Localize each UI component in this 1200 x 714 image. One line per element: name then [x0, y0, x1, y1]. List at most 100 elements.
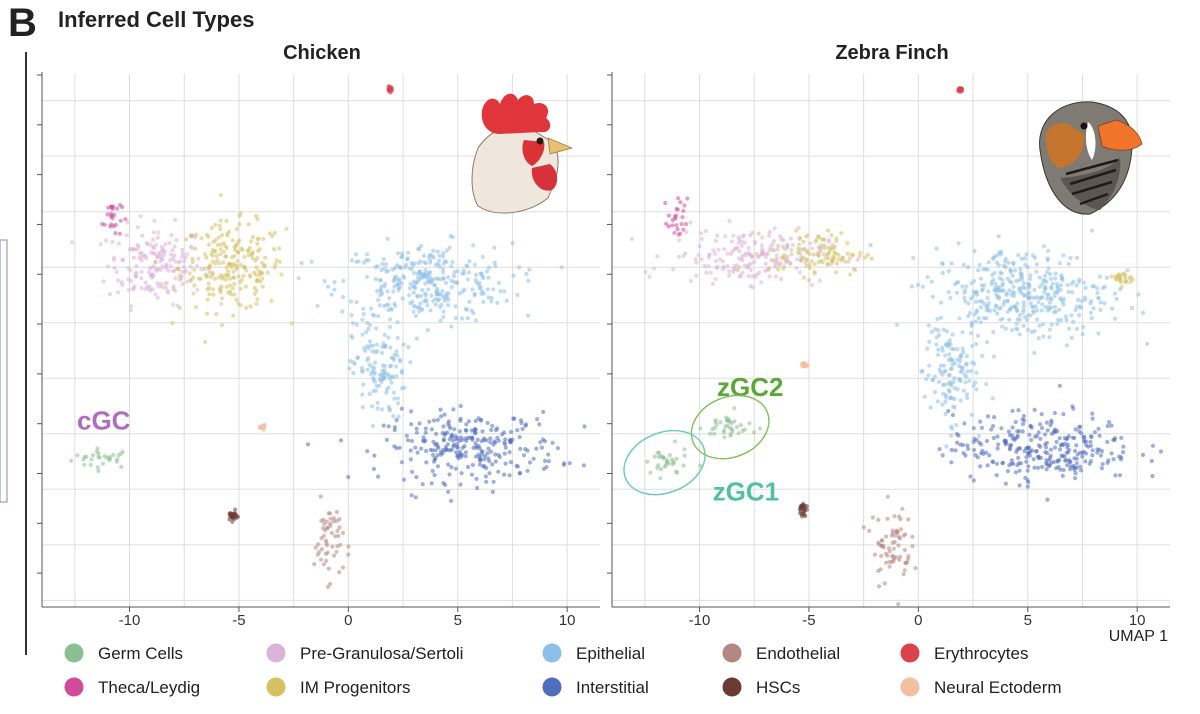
cell-point	[759, 243, 764, 248]
cell-point	[246, 248, 251, 254]
cell-point	[289, 321, 294, 326]
cell-point	[488, 440, 493, 445]
cell-point	[389, 380, 394, 385]
cell-point	[433, 302, 439, 307]
x-axis-label: UMAP 1	[1109, 628, 1168, 645]
cell-point	[363, 348, 368, 353]
legend-swatch	[722, 677, 742, 697]
cell-point	[422, 439, 427, 444]
cell-point	[809, 282, 815, 287]
cell-point	[973, 299, 979, 304]
cell-point	[495, 300, 500, 305]
cell-point	[227, 283, 233, 288]
cell-point	[526, 278, 531, 283]
cell-point	[794, 228, 799, 233]
cell-point	[902, 547, 907, 553]
cell-point	[360, 368, 365, 374]
cell-point	[219, 296, 225, 301]
cell-point	[413, 286, 418, 291]
cell-point	[392, 284, 397, 289]
cell-point	[1010, 436, 1015, 441]
cell-point	[1044, 420, 1050, 425]
cell-point	[776, 267, 781, 272]
cell-point	[474, 445, 479, 450]
cell-point	[535, 417, 540, 422]
cell-point	[185, 252, 190, 257]
cluster-im-progenitors	[735, 228, 874, 283]
cell-point	[359, 365, 364, 371]
cell-point	[429, 276, 434, 281]
cell-point	[1088, 434, 1094, 439]
cell-point	[244, 268, 249, 273]
cell-point	[255, 297, 260, 302]
cell-point	[233, 513, 238, 518]
legend-swatch	[542, 643, 562, 663]
cell-point	[455, 442, 460, 447]
cell-point	[410, 469, 415, 474]
cell-point	[670, 218, 675, 223]
cell-point	[69, 240, 75, 245]
cell-point	[378, 288, 383, 294]
cell-point	[246, 222, 251, 227]
cell-point	[1020, 429, 1025, 434]
cell-point	[541, 409, 546, 414]
cell-point	[779, 255, 784, 260]
cell-point	[678, 231, 683, 236]
cell-point	[713, 238, 718, 243]
cluster-epithelial	[919, 284, 995, 449]
cell-point	[1027, 453, 1032, 458]
cell-point	[1013, 419, 1018, 425]
cell-point	[1098, 300, 1103, 305]
cell-point	[876, 517, 881, 523]
cell-point	[1031, 309, 1036, 314]
cell-point	[944, 329, 950, 334]
cell-point	[897, 557, 902, 562]
cell-point	[334, 549, 339, 554]
cell-point	[121, 258, 126, 263]
cell-point	[1006, 260, 1011, 265]
cell-point	[131, 255, 136, 260]
cell-point	[954, 431, 960, 437]
x-tick-label: 10	[1129, 612, 1146, 629]
x-tick-label: 0	[344, 612, 352, 629]
cell-point	[117, 202, 123, 208]
legend-label: HSCs	[756, 678, 800, 697]
cell-point	[957, 363, 962, 369]
cell-point	[459, 454, 464, 459]
cell-point	[727, 269, 732, 274]
cell-point	[511, 273, 516, 278]
cell-point	[443, 280, 449, 285]
cell-point	[1021, 300, 1026, 305]
cell-point	[1063, 441, 1068, 446]
cluster-interstitial	[937, 383, 1164, 502]
cell-point	[1136, 292, 1141, 297]
cell-point	[896, 602, 901, 607]
cell-point	[1041, 334, 1046, 339]
cell-point	[231, 269, 236, 274]
cell-point	[411, 279, 416, 284]
cell-point	[365, 358, 370, 363]
cluster-pre-granulosa-sertoli	[629, 218, 860, 290]
cell-point	[502, 430, 507, 435]
cell-point	[217, 223, 222, 228]
cell-point	[244, 305, 249, 310]
cell-point	[958, 398, 963, 403]
cell-point	[1112, 437, 1117, 442]
cell-point	[375, 400, 380, 405]
cell-point	[328, 516, 333, 521]
cell-point	[425, 279, 431, 284]
cell-point	[1040, 464, 1045, 470]
cell-point	[960, 366, 965, 371]
cell-point	[1149, 458, 1154, 464]
cell-point	[1036, 430, 1041, 435]
cell-point	[273, 261, 278, 267]
cluster-endothelial	[312, 494, 351, 590]
cell-point	[1072, 456, 1077, 461]
cell-point	[449, 498, 454, 503]
legend-item: Germ Cells	[64, 643, 183, 663]
cell-point	[999, 271, 1004, 276]
cell-point	[486, 295, 491, 300]
cell-point	[274, 258, 279, 263]
cell-point	[932, 374, 937, 379]
cell-point	[1022, 256, 1027, 261]
